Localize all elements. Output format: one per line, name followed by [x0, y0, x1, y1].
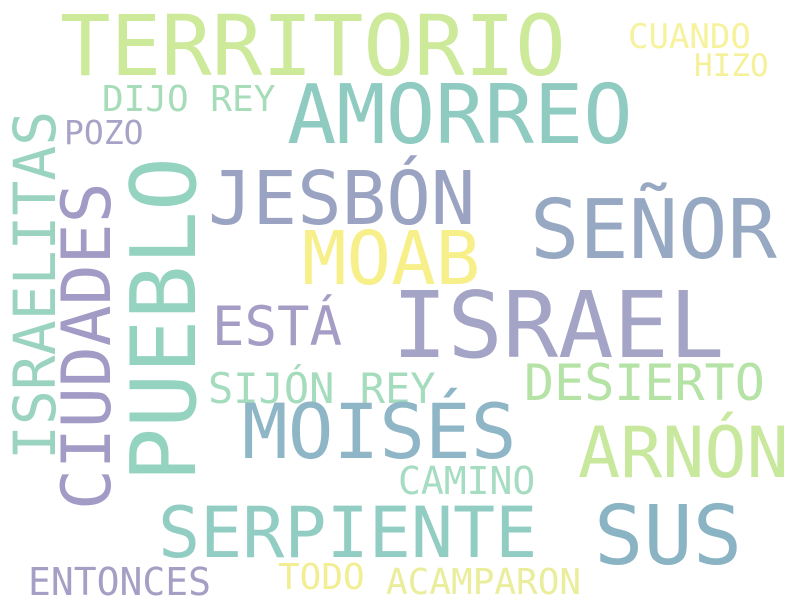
- word-camino: CAMINO: [398, 459, 536, 503]
- word-senor: SEÑOR: [530, 183, 777, 278]
- word-pozo: POZO: [64, 113, 144, 152]
- word-israel: ISRAEL: [392, 272, 725, 379]
- word-arnon: ARNÓN: [578, 412, 789, 494]
- word-cuando: CUANDO: [628, 17, 751, 57]
- word-acamparon: ACAMPARON: [386, 562, 582, 600]
- word-moises: MOISÉS: [242, 387, 517, 476]
- word-esta: ESTÁ: [212, 295, 343, 358]
- word-hizo: HIZO: [694, 48, 769, 84]
- word-dijo-rey: DIJO REY: [102, 79, 276, 120]
- word-territorio: TERRITORIO: [60, 0, 566, 95]
- word-amorreo: AMORREO: [287, 68, 633, 163]
- word-moab: MOAB: [302, 216, 481, 302]
- word-pueblo: PUEBLO: [112, 156, 217, 482]
- word-desierto: DESIERTO: [524, 354, 765, 412]
- word-jesbon: JESBÓN: [208, 156, 476, 242]
- word-todo: TODO: [278, 557, 365, 598]
- word-serpiente: SERPIENTE: [158, 492, 538, 574]
- word-sijon-rey: SIJÓN REY: [208, 364, 436, 413]
- word-entonces: ENTONCES: [28, 560, 212, 600]
- word-sus: SUS: [594, 489, 743, 584]
